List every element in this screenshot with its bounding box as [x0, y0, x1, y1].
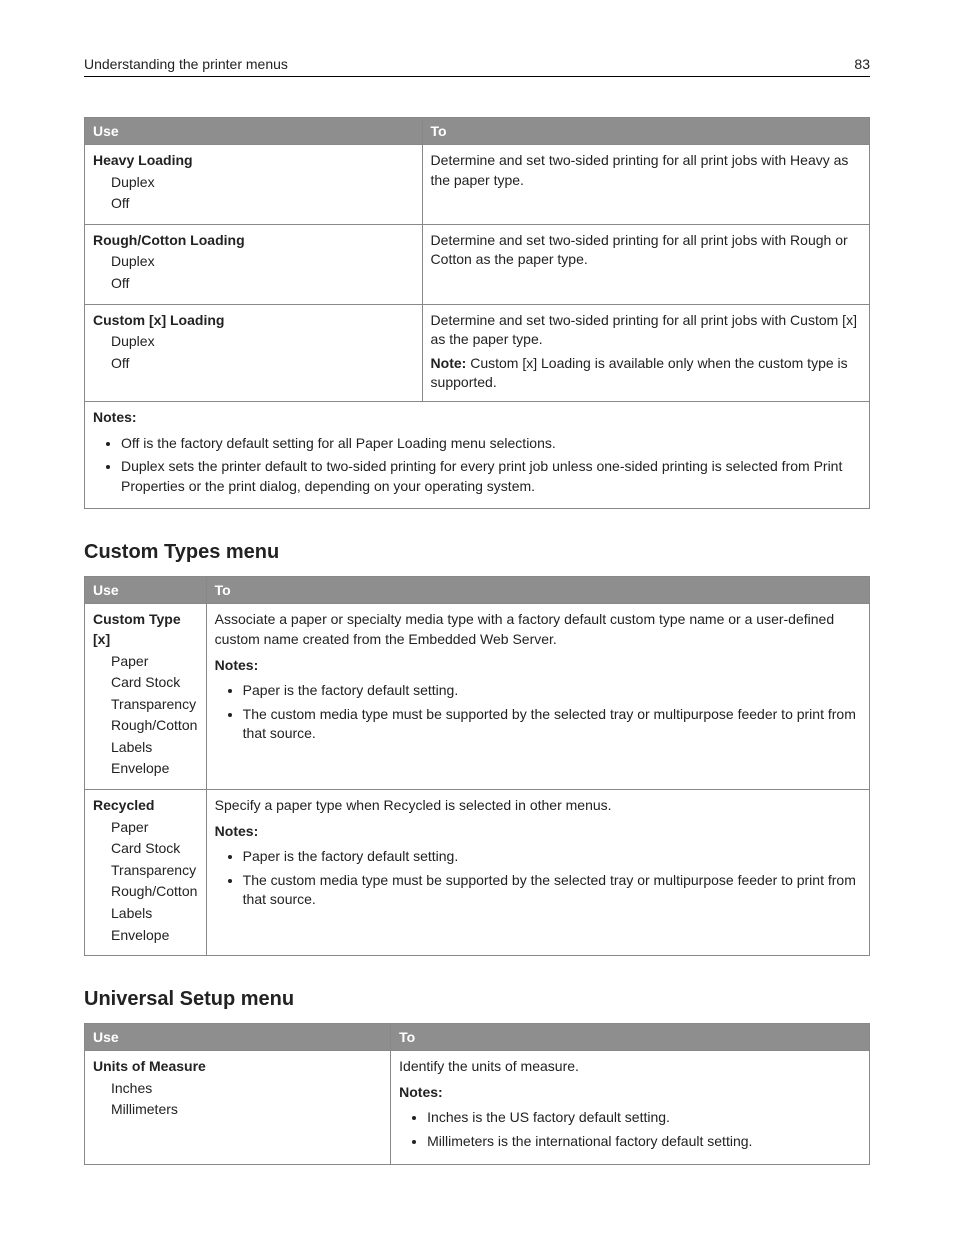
universal-setup-heading: Universal Setup menu [84, 988, 870, 1011]
use-options: Paper Card Stock Transparency Rough/Cott… [111, 652, 198, 780]
paper-loading-table: Use To Heavy Loading Duplex Off Determin… [84, 117, 870, 509]
use-title: Units of Measure [93, 1057, 382, 1077]
note-item: The custom media type must be supported … [243, 871, 861, 910]
use-option: Millimeters [111, 1100, 382, 1120]
use-options: Duplex Off [111, 173, 414, 214]
note-item: The custom media type must be supported … [243, 705, 861, 744]
page-number: 83 [854, 56, 870, 72]
footnotes-list: Off is the factory default setting for a… [93, 434, 861, 497]
to-cell: Determine and set two-sided printing for… [422, 224, 869, 304]
table-row: Recycled Paper Card Stock Transparency R… [85, 790, 870, 956]
notes-list: Inches is the US factory default setting… [399, 1108, 861, 1151]
table1-header-to: To [422, 118, 869, 145]
note-item: Inches is the US factory default setting… [427, 1108, 861, 1128]
table-row: Units of Measure Inches Millimeters Iden… [85, 1051, 870, 1164]
use-option: Labels [111, 904, 198, 924]
use-option: Off [111, 194, 414, 214]
page-header: Understanding the printer menus 83 [84, 56, 870, 77]
to-note: Note: Custom [x] Loading is available on… [431, 354, 861, 393]
footnote: Duplex sets the printer default to two-s… [121, 457, 861, 496]
header-title: Understanding the printer menus [84, 56, 288, 72]
note-text: Custom [x] Loading is available only whe… [431, 355, 848, 391]
use-option: Inches [111, 1079, 382, 1099]
table-footnotes-row: Notes: Off is the factory default settin… [85, 401, 870, 508]
note-item: Paper is the factory default setting. [243, 847, 861, 867]
to-cell: Associate a paper or specialty media typ… [206, 604, 869, 790]
notes-list: Paper is the factory default setting. Th… [215, 847, 861, 910]
use-title: Custom [x] Loading [93, 311, 414, 331]
footnote: Off is the factory default setting for a… [121, 434, 861, 454]
use-option: Transparency [111, 695, 198, 715]
use-options: Duplex Off [111, 332, 414, 373]
table1-header-use: Use [85, 118, 423, 145]
use-title: Recycled [93, 796, 198, 816]
use-title: Custom Type [x] [93, 610, 198, 649]
note-item: Millimeters is the international factory… [427, 1132, 861, 1152]
use-option: Duplex [111, 173, 414, 193]
to-cell: Identify the units of measure. Notes: In… [391, 1051, 870, 1164]
to-cell: Determine and set two-sided printing for… [422, 304, 869, 401]
use-title: Heavy Loading [93, 151, 414, 171]
table2-header-use: Use [85, 577, 207, 604]
table3-header-to: To [391, 1024, 870, 1051]
notes-title: Notes: [215, 822, 861, 842]
custom-types-table: Use To Custom Type [x] Paper Card Stock … [84, 576, 870, 956]
to-text: Determine and set two-sided printing for… [431, 311, 861, 350]
note-label: Note: [431, 355, 467, 371]
use-option: Labels [111, 738, 198, 758]
table3-header-use: Use [85, 1024, 391, 1051]
table-row: Heavy Loading Duplex Off Determine and s… [85, 145, 870, 225]
use-options: Paper Card Stock Transparency Rough/Cott… [111, 818, 198, 946]
use-option: Paper [111, 818, 198, 838]
use-options: Duplex Off [111, 252, 414, 293]
table2-header-to: To [206, 577, 869, 604]
to-cell: Determine and set two-sided printing for… [422, 145, 869, 225]
use-option: Off [111, 354, 414, 374]
use-option: Paper [111, 652, 198, 672]
note-item: Paper is the factory default setting. [243, 681, 861, 701]
footnotes-title: Notes: [93, 408, 861, 428]
to-text: Associate a paper or specialty media typ… [215, 610, 861, 649]
notes-list: Paper is the factory default setting. Th… [215, 681, 861, 744]
custom-types-heading: Custom Types menu [84, 541, 870, 564]
use-title: Rough/Cotton Loading [93, 231, 414, 251]
table-row: Rough/Cotton Loading Duplex Off Determin… [85, 224, 870, 304]
table-row: Custom [x] Loading Duplex Off Determine … [85, 304, 870, 401]
use-option: Envelope [111, 759, 198, 779]
universal-setup-table: Use To Units of Measure Inches Millimete… [84, 1023, 870, 1164]
to-cell: Specify a paper type when Recycled is se… [206, 790, 869, 956]
use-option: Duplex [111, 332, 414, 352]
table-row: Custom Type [x] Paper Card Stock Transpa… [85, 604, 870, 790]
notes-title: Notes: [215, 656, 861, 676]
to-text: Specify a paper type when Recycled is se… [215, 796, 861, 816]
use-option: Off [111, 274, 414, 294]
notes-title: Notes: [399, 1083, 861, 1103]
to-text: Identify the units of measure. [399, 1057, 861, 1077]
use-option: Transparency [111, 861, 198, 881]
use-option: Rough/Cotton [111, 716, 198, 736]
use-option: Card Stock [111, 839, 198, 859]
use-option: Card Stock [111, 673, 198, 693]
use-options: Inches Millimeters [111, 1079, 382, 1120]
use-option: Envelope [111, 926, 198, 946]
use-option: Rough/Cotton [111, 882, 198, 902]
use-option: Duplex [111, 252, 414, 272]
